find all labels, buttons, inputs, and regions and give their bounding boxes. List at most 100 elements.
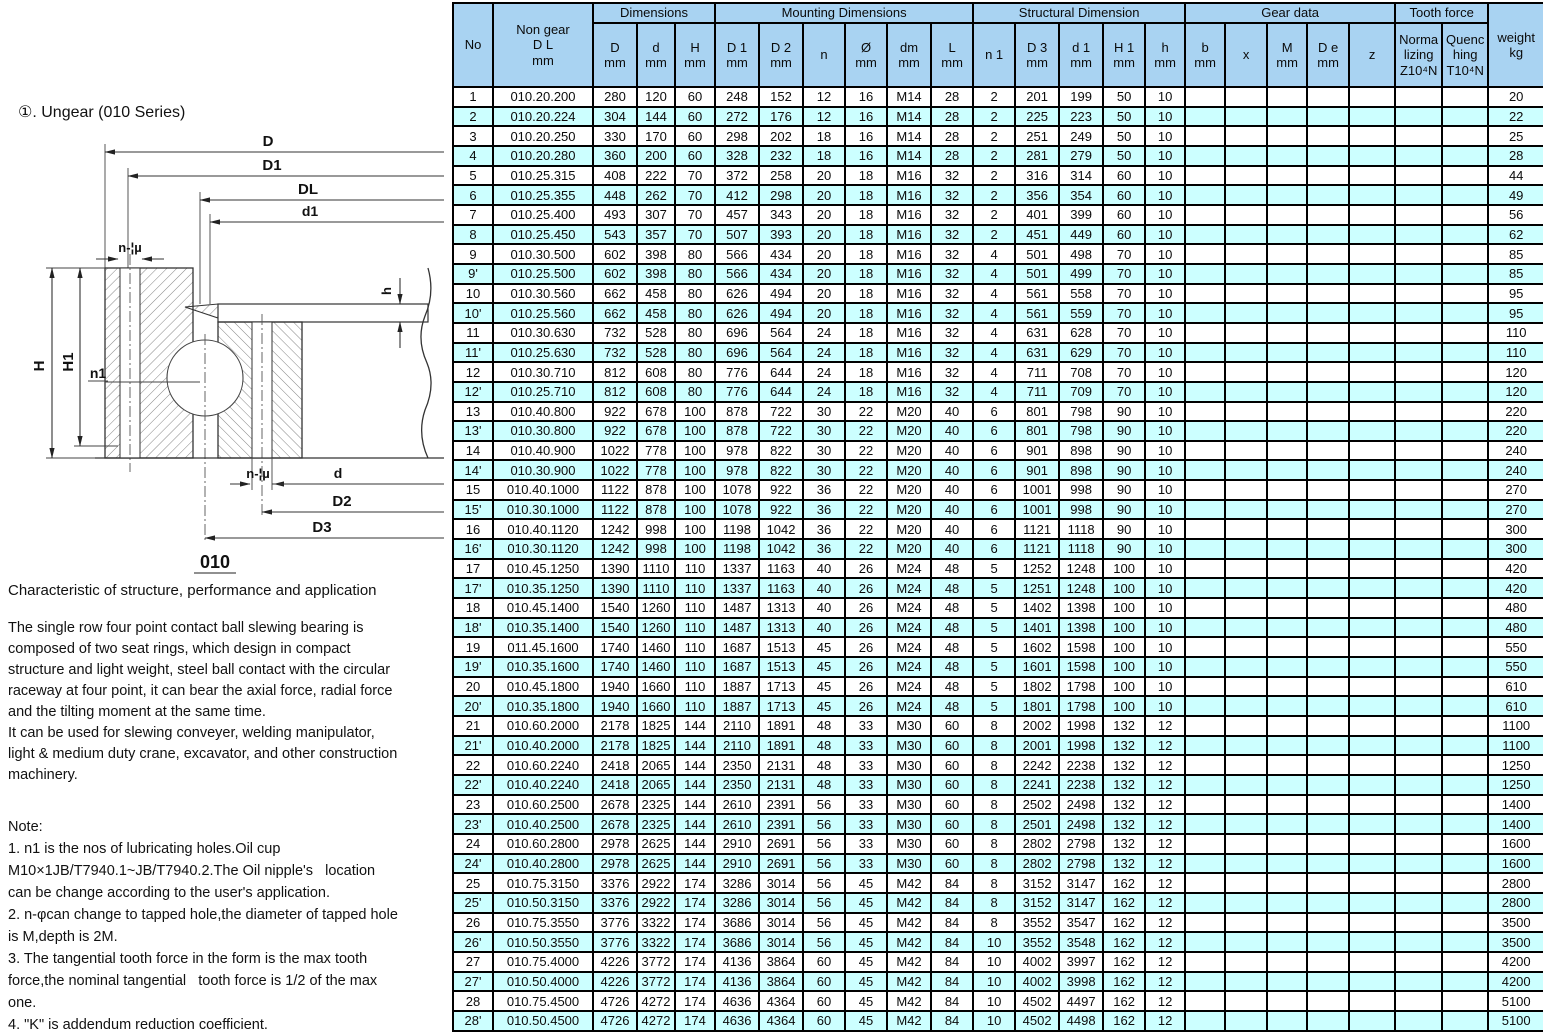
cell-dm: M42 [886,911,933,934]
cell-D1: 2350 [714,754,761,776]
cell-d: 120 [636,86,676,108]
cell-D2: 3014 [758,931,805,953]
cell-d: 3322 [636,911,676,934]
cell-phi: 33 [844,773,889,796]
cell-d1: 1998 [1058,715,1105,737]
cell-model: 010.45.1250 [492,557,594,580]
cell-d1: 1118 [1058,518,1105,541]
cell-phi: 33 [844,754,889,776]
cell-b [1184,538,1227,560]
cell-n: 45 [802,636,847,659]
cell-weight: 62 [1487,223,1543,246]
cell-h: 10 [1144,400,1187,423]
cell-H: 80 [673,321,717,344]
cell-n1: 5 [972,597,1017,619]
cell-quenching [1441,656,1490,678]
cell-b [1184,144,1227,167]
cell-dm: M30 [886,832,933,855]
cell-model: 010.50.4000 [492,970,594,993]
cell-H1: 162 [1102,970,1147,993]
cell-d1: 1118 [1058,538,1105,560]
cell-weight: 2800 [1487,872,1543,894]
cell-h: 10 [1144,164,1187,187]
cell-H: 70 [673,223,717,246]
cell-b [1184,86,1227,108]
col-header-d1: d 1 mm [1058,22,1105,88]
cell-phi: 26 [844,557,889,580]
cell-no: 27 [452,950,494,973]
cell-D1: 626 [714,282,761,305]
col-header-H1: H 1 mm [1102,22,1147,88]
cell-d: 1110 [636,557,676,580]
cell-D2: 2391 [758,793,805,816]
cell-x [1224,813,1269,835]
cell-no: 28 [452,990,494,1012]
cell-D3: 1121 [1014,518,1061,541]
table-row-15': 15' 010.30.1000 1122 878 100 1078 922 36 22 M20 40… [452,498,1543,521]
cell-normalizing [1394,931,1444,953]
cell-h: 10 [1144,675,1187,698]
cell-H: 174 [673,970,717,993]
cell-model: 011.45.1600 [492,636,594,659]
cell-b [1184,911,1227,934]
cell-x [1224,439,1269,462]
cell-D1: 978 [714,439,761,462]
cell-weight: 5100 [1487,990,1543,1012]
cell-n1: 2 [972,184,1017,206]
cell-weight: 220 [1487,400,1543,423]
cell-D: 4726 [592,1009,638,1033]
cell-H: 80 [673,302,717,324]
cell-De [1306,420,1351,442]
cell-D2: 434 [758,262,805,285]
cell-model: 010.30.900 [492,459,594,482]
cell-z [1348,891,1397,914]
cell-quenching [1441,86,1490,108]
cell-n1: 5 [972,656,1017,678]
cell-d: 1110 [636,577,676,600]
cell-phi: 33 [844,813,889,835]
cell-z [1348,734,1397,757]
cell-phi: 18 [844,302,889,324]
cell-D: 493 [592,203,638,226]
cell-n: 56 [802,832,847,855]
cell-L: 32 [930,243,975,265]
cell-dm: M20 [886,439,933,462]
table-row-27': 27' 010.50.4000 4226 3772 174 4136 3864 60 45 M42… [452,970,1543,993]
cell-normalizing [1394,223,1444,246]
cell-D3: 4002 [1014,950,1061,973]
cell-d: 144 [636,105,676,128]
cell-d: 4272 [636,1009,676,1033]
cell-H1: 162 [1102,872,1147,894]
cell-quenching [1441,203,1490,226]
cell-M [1266,380,1309,403]
cell-z [1348,852,1397,875]
cell-no: 25 [452,872,494,894]
cell-z [1348,420,1397,442]
cell-phi: 22 [844,420,889,442]
cell-d1: 898 [1058,439,1105,462]
cell-D3: 2242 [1014,754,1061,776]
cell-D1: 878 [714,400,761,423]
cell-h: 10 [1144,361,1187,383]
cell-L: 40 [930,518,975,541]
cell-quenching [1441,813,1490,835]
cell-b [1184,695,1227,717]
table-group-header-row: No Non gear D L mm Dimensions Mounting D… [452,2,1543,88]
bearing-spec-table: No Non gear D L mm Dimensions Mounting D… [452,2,1543,1033]
cell-phi: 18 [844,243,889,265]
cell-D2: 564 [758,321,805,344]
cell-D3: 3152 [1014,872,1061,894]
cell-quenching [1441,243,1490,265]
table-row-9': 9' 010.25.500 602 398 80 566 434 20 18 M16 32 4 501 4… [452,262,1543,285]
cell-H1: 100 [1102,695,1147,717]
table-row-14': 14' 010.30.900 1022 778 100 978 822 30 22 M20 40 6 9… [452,459,1543,482]
table-row-12': 12' 010.25.710 812 608 80 776 644 24 18 M16 32 4 711… [452,380,1543,403]
cell-n: 45 [802,675,847,698]
cell-d1: 223 [1058,105,1105,128]
cell-b [1184,597,1227,619]
cell-no: 2 [452,105,494,128]
cell-D1: 1198 [714,518,761,541]
cell-phi: 26 [844,636,889,659]
cell-D2: 232 [758,144,805,167]
cell-M [1266,479,1309,501]
